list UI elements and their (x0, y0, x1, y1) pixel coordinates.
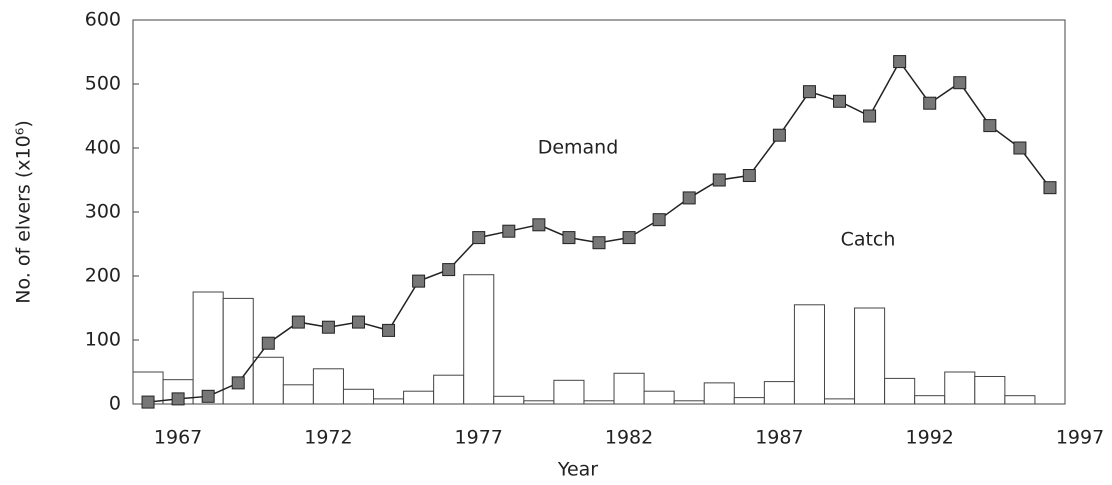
demand-marker (592, 236, 606, 250)
catch-bar (523, 400, 555, 405)
catch-bar (613, 372, 645, 405)
y-tick-label: 400 (85, 137, 121, 159)
demand-marker (983, 119, 997, 133)
catch-bar (944, 371, 976, 405)
catch-bar (373, 398, 405, 405)
x-tick-label: 1982 (605, 427, 653, 449)
catch-bar (192, 291, 224, 405)
demand-marker (802, 85, 816, 99)
series-label: Demand (538, 137, 619, 159)
x-tick-label: 1972 (304, 427, 352, 449)
series-label: Catch (841, 229, 896, 251)
demand-marker (893, 55, 907, 69)
demand-marker (171, 392, 185, 406)
catch-bar (854, 307, 886, 405)
catch-bar (643, 390, 675, 405)
catch-bar (914, 395, 946, 405)
demand-marker (953, 76, 967, 90)
y-tick-label: 600 (85, 9, 121, 31)
demand-marker (502, 224, 516, 238)
demand-marker (562, 231, 576, 245)
demand-marker (1013, 141, 1027, 155)
catch-bar (733, 397, 765, 405)
catch-bar (312, 368, 344, 405)
demand-marker (652, 213, 666, 227)
demand-marker (351, 315, 365, 329)
demand-marker (141, 395, 155, 409)
demand-marker (231, 376, 245, 390)
x-tick-label: 1967 (154, 427, 202, 449)
y-tick-label: 300 (85, 201, 121, 223)
demand-marker (412, 274, 426, 288)
catch-bar (252, 356, 284, 405)
demand-marker (382, 323, 396, 337)
x-tick-label: 1977 (455, 427, 503, 449)
demand-marker (863, 109, 877, 123)
demand-marker (682, 191, 696, 205)
demand-marker (291, 315, 305, 329)
catch-bar (282, 384, 314, 405)
demand-marker (442, 263, 456, 277)
catch-bar (583, 400, 615, 405)
y-tick-label: 200 (85, 265, 121, 287)
x-tick-label: 1987 (755, 427, 803, 449)
x-tick-label: 1992 (906, 427, 954, 449)
catch-bar (553, 379, 585, 405)
catch-bar (433, 374, 465, 405)
demand-marker (472, 231, 486, 245)
catch-bar (493, 395, 525, 405)
demand-marker (772, 128, 786, 142)
demand-marker (622, 231, 636, 245)
demand-marker (532, 218, 546, 232)
y-tick-label: 100 (85, 329, 121, 351)
demand-marker (201, 389, 215, 403)
demand-marker (712, 173, 726, 187)
demand-marker (1043, 181, 1057, 195)
catch-bar (1004, 395, 1036, 405)
x-tick-label: 1997 (1056, 427, 1104, 449)
demand-marker (833, 94, 847, 108)
catch-bar (463, 274, 495, 405)
catch-bar (703, 382, 735, 405)
y-tick-label: 0 (109, 393, 121, 415)
catch-bar (342, 388, 375, 405)
catch-bar (793, 304, 825, 405)
demand-marker (321, 320, 335, 334)
y-axis-label: No. of elvers (x10⁶) (13, 120, 35, 303)
catch-bar (403, 390, 435, 405)
y-tick-label: 500 (85, 73, 121, 95)
catch-bar (673, 400, 705, 405)
catch-bar (974, 375, 1006, 405)
demand-marker (261, 336, 275, 350)
demand-marker (923, 96, 937, 110)
catch-bar (823, 398, 856, 405)
demand-line (147, 60, 1051, 403)
catch-bar (884, 377, 916, 405)
x-axis-label: Year (557, 459, 598, 481)
demand-marker (742, 169, 756, 183)
catch-bar (763, 381, 795, 405)
